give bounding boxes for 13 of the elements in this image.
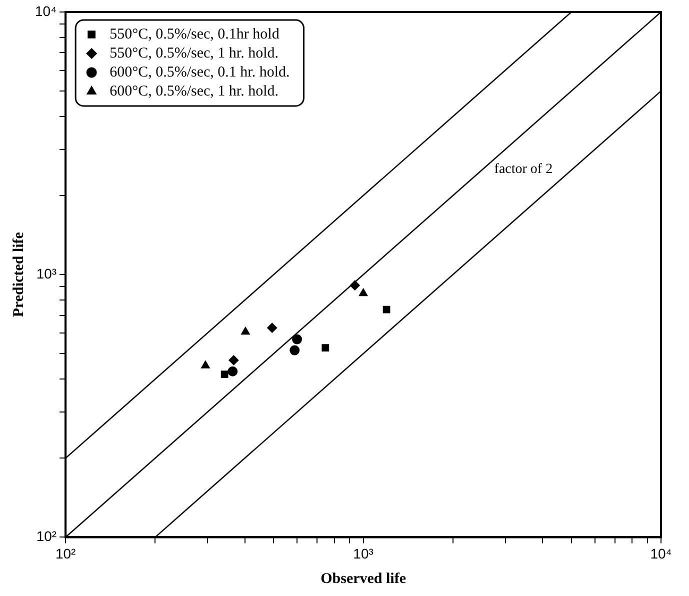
y-tick-label: 10⁴ [34, 2, 57, 19]
y-tick-label: 10² [36, 528, 57, 544]
x-tick-label: 10³ [353, 545, 374, 562]
legend-label: 550°C, 0.5%/sec, 0.1hr hold [110, 26, 280, 42]
annotation: factor of 2 [494, 162, 553, 178]
legend-label: 600°C, 0.5%/sec, 1 hr. hold. [110, 83, 278, 100]
x-tick-label: 10⁴ [650, 545, 672, 562]
y-axis-title: Predicted life [10, 232, 27, 318]
y-tick-label: 10³ [36, 265, 57, 282]
x-axis-title: Observed life [320, 570, 406, 587]
x-tick-label: 10² [55, 545, 76, 562]
legend-label: 550°C, 0.5%/sec, 1 hr. hold. [110, 45, 278, 62]
legend-label: 600°C, 0.5%/sec, 0.1 hr. hold. [110, 64, 290, 80]
